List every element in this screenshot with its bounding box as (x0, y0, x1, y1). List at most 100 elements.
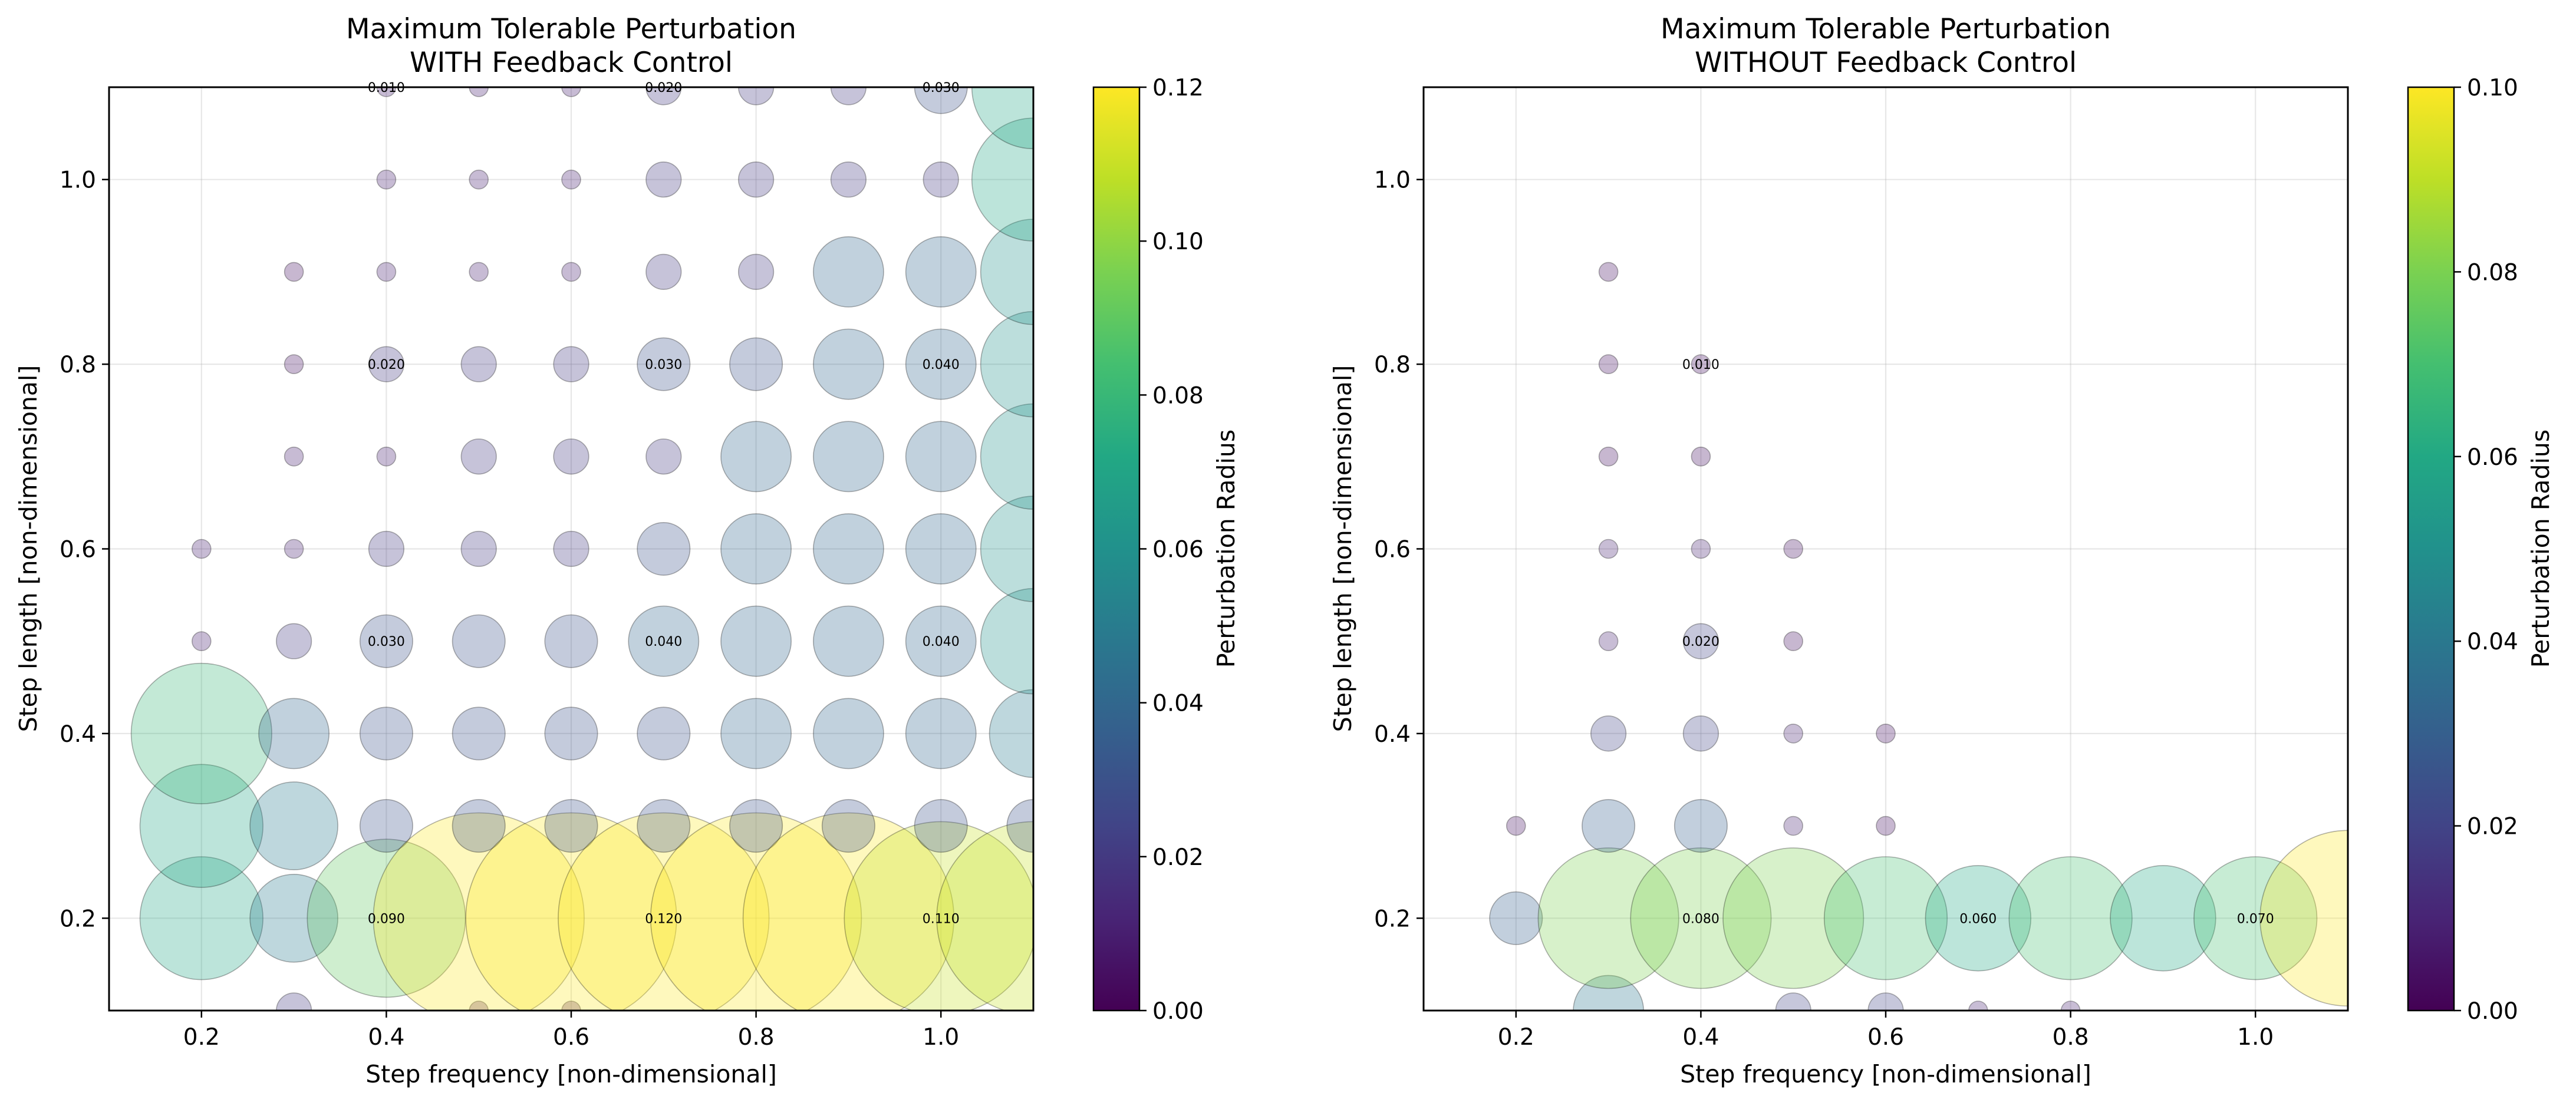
bubble-value-label: 0.090 (368, 912, 405, 926)
data-bubble (737, 161, 775, 198)
data-bubble (1582, 799, 1636, 853)
y-tick-label: 1.0 (60, 167, 96, 194)
bubble-value-label: 0.020 (368, 358, 405, 372)
data-bubble (813, 236, 884, 308)
data-bubble (376, 262, 397, 282)
data-bubble (307, 838, 466, 998)
y-tick-label: 0.6 (60, 537, 96, 563)
data-bubble (452, 706, 506, 761)
data-bubble (905, 605, 977, 677)
data-bubble (720, 421, 792, 493)
colorbar-tick-label: 0.04 (2467, 629, 2518, 655)
data-bubble (1722, 847, 1865, 989)
data-bubble (905, 421, 977, 493)
axis-ticks: 0.2 0.4 0.6 0.8 1.0 0.2 0.4 0.6 0.8 1.0 (60, 167, 959, 1051)
data-bubble (729, 337, 783, 391)
colorbar (1092, 86, 1141, 1012)
colorbar-tick-label: 0.02 (1152, 844, 1204, 871)
data-bubble (469, 87, 489, 97)
x-tick-label: 0.4 (1682, 1024, 1719, 1051)
data-bubble (460, 530, 497, 567)
x-tick-label: 0.8 (738, 1024, 775, 1051)
data-bubble (1573, 975, 1644, 1011)
data-bubble (1598, 631, 1619, 651)
data-bubble (460, 346, 497, 382)
data-bubble (1590, 715, 1627, 752)
colorbar-ticks: 0.00 0.02 0.04 0.06 0.08 0.10 0.12 (1139, 75, 1204, 1025)
data-bubble (1682, 623, 1719, 659)
bubble-value-label: 0.010 (1682, 358, 1719, 372)
data-bubble (1598, 354, 1619, 374)
data-bubble (738, 87, 775, 105)
data-bubble (844, 821, 1033, 1011)
data-bubble (720, 698, 792, 770)
data-bubble (813, 513, 884, 585)
data-bubble (1674, 799, 1728, 853)
data-bubble (469, 169, 489, 190)
grid (1424, 87, 2348, 1011)
x-tick-label: 0.4 (368, 1024, 404, 1051)
colorbar-tick-label: 0.12 (1152, 75, 1204, 101)
bubble-layer (1489, 262, 2348, 1011)
panel-title-line1: Maximum Tolerable Perturbation (1661, 13, 2111, 45)
data-bubble (276, 623, 312, 659)
data-bubble (1691, 539, 1711, 559)
data-bubble (1783, 724, 1803, 744)
data-bubble (645, 87, 682, 105)
panel-without-feedback: Maximum Tolerable Perturbation WITHOUT F… (1329, 13, 2555, 1088)
data-bubble (558, 812, 770, 1011)
data-bubble (813, 328, 884, 400)
data-bubble (258, 698, 330, 770)
x-axis-label: Step frequency [non-dimensional] (1680, 1060, 2091, 1088)
data-bubble (553, 346, 589, 382)
colorbar-tick-label: 0.10 (1152, 229, 1204, 255)
data-bubble (1876, 724, 1896, 744)
data-bubble (1006, 799, 1033, 853)
x-tick-label: 0.8 (2053, 1024, 2089, 1051)
data-bubble (813, 605, 884, 677)
data-bubble (139, 764, 263, 888)
data-bubble (923, 161, 959, 198)
data-bubble (737, 253, 775, 290)
data-bubble (637, 799, 691, 853)
data-bubble (368, 346, 405, 382)
y-tick-label: 0.6 (1374, 537, 1411, 563)
data-bubble (452, 614, 506, 668)
colorbar-tick-label: 0.08 (1152, 382, 1204, 409)
data-bubble (914, 799, 968, 853)
data-bubble (2193, 856, 2318, 980)
data-bubble (821, 799, 875, 853)
data-bubble (191, 539, 212, 559)
bubble-value-label: 0.030 (368, 635, 405, 649)
y-tick-label: 0.4 (60, 721, 96, 748)
data-bubble (284, 354, 304, 374)
panel-with-feedback: Maximum Tolerable Perturbation WITH Feed… (14, 13, 1240, 1088)
y-tick-label: 0.2 (60, 906, 96, 932)
data-bubble (645, 253, 682, 290)
y-tick-label: 0.8 (60, 352, 96, 378)
data-bubble (637, 521, 691, 576)
data-bubble (1783, 816, 1803, 836)
data-bubble (376, 169, 397, 190)
data-bubble (359, 706, 413, 761)
data-bubble (1506, 816, 1526, 836)
data-bubble (830, 87, 867, 105)
bubble-layer (130, 87, 1033, 1011)
data-bubble (553, 438, 589, 475)
colorbar (2407, 86, 2455, 1012)
data-bubble (249, 874, 338, 963)
data-bubble (813, 421, 884, 493)
bubble-value-label: 0.120 (645, 912, 682, 926)
data-bubble (460, 438, 497, 475)
axis-ticks: 0.2 0.4 0.6 0.8 1.0 0.2 0.4 0.6 0.8 1.0 (1374, 167, 2274, 1051)
data-bubble (905, 698, 977, 770)
data-bubble (2060, 1001, 2081, 1011)
data-bubble (284, 446, 304, 467)
data-bubble (1783, 631, 1803, 651)
x-tick-label: 0.6 (553, 1024, 589, 1051)
colorbar-tick-label: 0.04 (1152, 691, 1204, 717)
data-bubble (1925, 865, 2032, 972)
panel-title-line2: WITHOUT Feedback Control (1695, 47, 2077, 79)
data-bubble (637, 706, 691, 761)
